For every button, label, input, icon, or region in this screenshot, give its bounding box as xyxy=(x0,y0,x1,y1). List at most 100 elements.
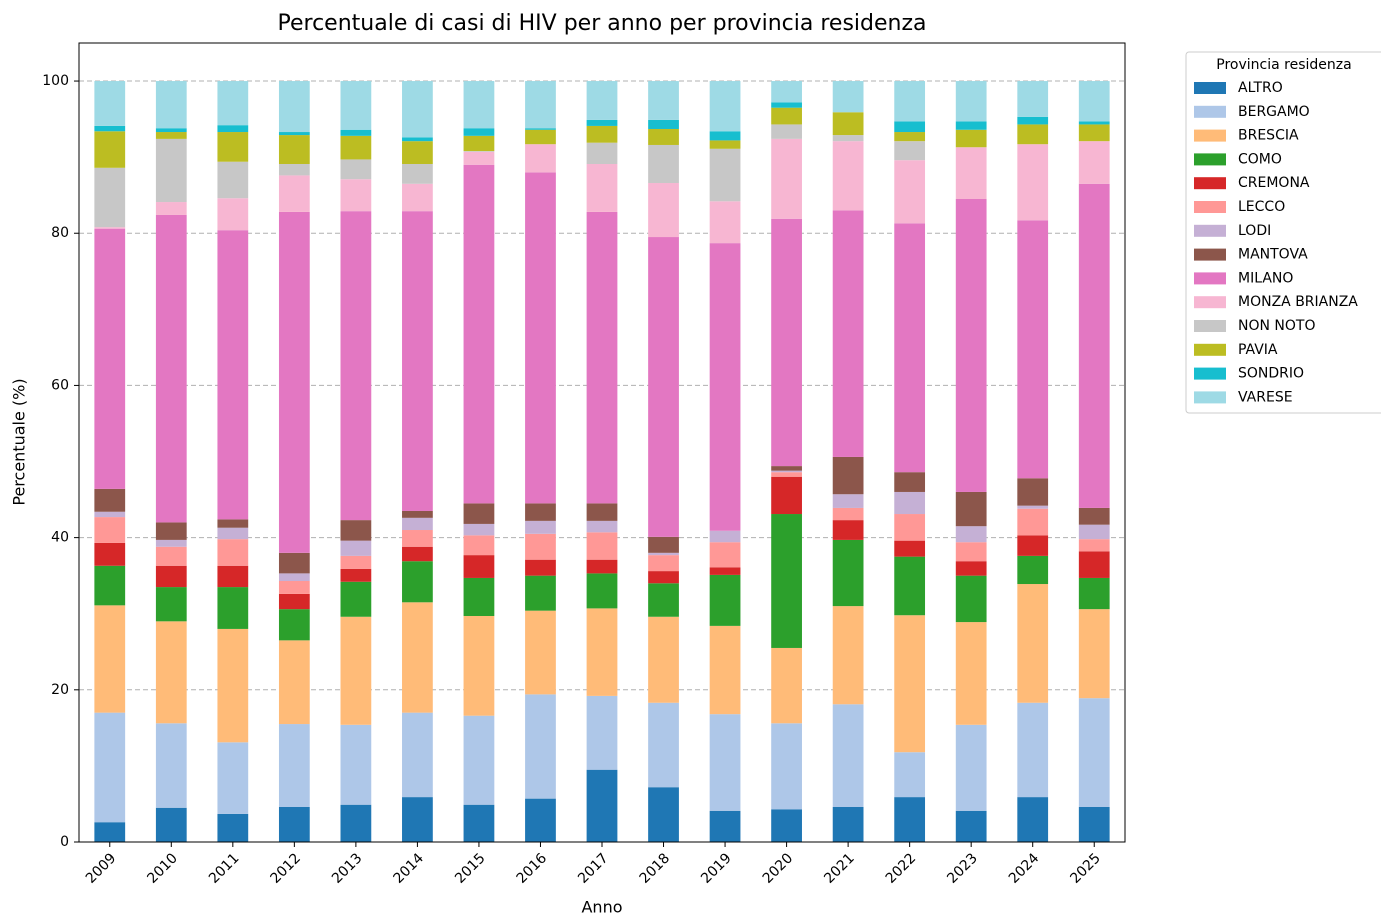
bar-segment xyxy=(463,555,495,578)
bar-segment xyxy=(155,587,187,622)
bar-segment xyxy=(525,144,556,173)
bar-segment xyxy=(648,552,679,556)
bar-segment xyxy=(832,539,864,607)
bar-segment xyxy=(832,806,864,842)
bar-segment xyxy=(217,813,249,842)
bar-segment xyxy=(955,147,987,199)
bar-segment xyxy=(94,511,126,518)
bar-segment xyxy=(94,81,126,126)
bar-segment xyxy=(894,160,926,224)
bar-segment xyxy=(771,102,802,108)
bar-segment xyxy=(832,606,864,705)
bar-segment xyxy=(771,647,802,724)
bar-segment xyxy=(648,144,679,184)
bar-segment xyxy=(709,201,741,244)
bar-segment xyxy=(340,555,372,569)
bar-segment xyxy=(278,175,310,212)
legend-swatch xyxy=(1194,272,1226,285)
bar-segment xyxy=(832,494,864,508)
legend-swatch xyxy=(1194,343,1226,356)
bar-segment xyxy=(155,132,187,139)
bar-segment xyxy=(155,81,187,129)
bar-segment xyxy=(771,107,802,125)
bar-segment xyxy=(525,520,556,534)
bar-segment xyxy=(894,540,926,557)
bar-segment xyxy=(771,466,802,471)
legend-swatch xyxy=(1194,320,1226,332)
bar-segment xyxy=(525,533,556,560)
bar-segment xyxy=(709,140,741,149)
x-tick-label: 2018 xyxy=(637,850,674,887)
bar-segment xyxy=(217,81,249,126)
legend-swatch xyxy=(1194,201,1226,213)
plot-frame xyxy=(78,42,1126,843)
bar-segment xyxy=(709,625,741,715)
bar-segment xyxy=(402,81,433,138)
bar-segment xyxy=(955,526,987,543)
legend-swatch xyxy=(1194,82,1226,94)
x-tick-label: 2024 xyxy=(1006,850,1043,887)
bar-segment xyxy=(709,530,741,543)
bar-segment xyxy=(525,128,556,130)
bar-segment xyxy=(94,565,126,606)
legend-label: SONDRIO xyxy=(1238,366,1304,382)
bar-segment xyxy=(586,211,618,504)
bar-segment xyxy=(525,503,556,521)
bar-segment xyxy=(463,151,495,165)
bar-segment xyxy=(832,520,864,540)
bar-segment xyxy=(463,523,495,536)
bar-segment xyxy=(1078,141,1110,184)
bar-segment xyxy=(1017,144,1049,221)
bar-segment xyxy=(771,81,802,103)
bar-segment xyxy=(525,559,556,576)
bar-segment xyxy=(709,148,741,202)
bar-segment xyxy=(278,580,310,594)
bar-segment xyxy=(463,615,495,716)
bar-segment xyxy=(1017,220,1049,479)
bar-segment xyxy=(402,712,433,798)
bar-segment xyxy=(278,724,310,807)
bar-segment xyxy=(278,163,310,176)
x-tick-label: 2023 xyxy=(944,850,981,887)
legend-label: LECCO xyxy=(1238,199,1285,215)
bar-segment xyxy=(894,81,926,122)
bar-segment xyxy=(94,131,126,168)
legend-swatch xyxy=(1194,129,1226,142)
bar-segment xyxy=(340,179,372,212)
bar-segment xyxy=(402,183,433,212)
bar-segment xyxy=(832,704,864,807)
bar-segment xyxy=(709,574,741,626)
bar-segment xyxy=(586,142,618,164)
bar-segment xyxy=(586,503,618,521)
bar-segment xyxy=(648,183,679,238)
bar-segment xyxy=(340,135,372,160)
bar-segment xyxy=(894,797,926,842)
bar-segment xyxy=(402,141,433,164)
bar-segment xyxy=(648,555,679,572)
bar-segment xyxy=(771,514,802,648)
x-tick-label: 2022 xyxy=(883,850,920,887)
bar-segment xyxy=(94,517,126,543)
bar-segment xyxy=(340,159,372,180)
bar-segment xyxy=(709,567,741,575)
x-tick-label: 2015 xyxy=(452,850,489,887)
bar-segment xyxy=(155,214,187,523)
bar-segment xyxy=(463,128,495,136)
legend-label: MILANO xyxy=(1238,270,1293,286)
bar-segment xyxy=(709,243,741,531)
x-tick-label: 2013 xyxy=(329,850,366,887)
x-tick-label: 2014 xyxy=(391,850,428,887)
bar-segment xyxy=(832,141,864,211)
bar-segment xyxy=(463,135,495,152)
bar-segment xyxy=(586,119,618,126)
bar-segment xyxy=(955,129,987,148)
bar-segment xyxy=(278,81,310,133)
bar-segment xyxy=(278,211,310,553)
bar-segment xyxy=(278,132,310,136)
chart-title: Percentuale di casi di HIV per anno per … xyxy=(278,11,927,36)
bar-segment xyxy=(1017,702,1049,798)
x-tick-label: 2020 xyxy=(760,850,797,887)
bar-segment xyxy=(525,172,556,504)
bar-segment xyxy=(402,797,433,842)
